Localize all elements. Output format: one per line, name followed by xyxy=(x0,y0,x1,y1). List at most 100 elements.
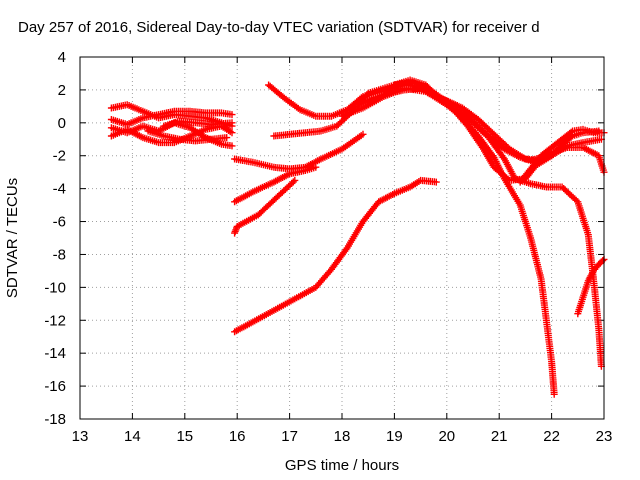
series-16 xyxy=(574,255,608,318)
data-point xyxy=(189,110,191,113)
x-tick-label: 18 xyxy=(334,428,351,445)
series-7 xyxy=(231,130,367,173)
data-point xyxy=(157,113,160,116)
data-point xyxy=(330,268,333,271)
data-point xyxy=(273,309,275,312)
data-point xyxy=(315,115,317,118)
series-9 xyxy=(231,176,299,237)
data-point xyxy=(597,327,600,330)
data-point xyxy=(561,186,563,188)
data-point xyxy=(163,125,165,127)
y-tick-label: -16 xyxy=(44,378,66,395)
data-point xyxy=(487,135,490,137)
data-point xyxy=(477,118,480,121)
data-point xyxy=(110,118,113,121)
data-point xyxy=(503,148,506,150)
data-point xyxy=(178,120,181,122)
x-axis-label: GPS time / hours xyxy=(285,457,399,474)
data-point xyxy=(273,135,275,137)
data-point xyxy=(582,128,584,131)
x-tick-label: 20 xyxy=(438,428,455,445)
x-tick-label: 21 xyxy=(491,428,508,445)
data-point xyxy=(233,232,236,234)
series-12 xyxy=(270,76,605,370)
data-point xyxy=(561,138,563,141)
data-point xyxy=(178,138,181,141)
y-tick-label: -10 xyxy=(44,279,66,296)
data-point xyxy=(409,186,411,188)
data-point xyxy=(540,278,542,280)
data-point xyxy=(404,87,406,90)
data-point xyxy=(582,146,584,149)
data-point xyxy=(600,138,603,141)
data-point xyxy=(233,201,236,203)
y-tick-label: -8 xyxy=(53,246,66,263)
data-point xyxy=(346,108,349,111)
data-point xyxy=(592,278,595,280)
data-point xyxy=(257,214,259,216)
data-point xyxy=(294,298,296,300)
data-point xyxy=(273,166,275,169)
data-point xyxy=(142,136,144,139)
data-point xyxy=(545,186,548,188)
series-8 xyxy=(231,163,320,206)
data-point xyxy=(294,179,296,182)
data-point xyxy=(173,110,176,113)
data-point xyxy=(335,125,338,127)
data-point xyxy=(592,131,595,134)
data-point xyxy=(288,133,291,136)
series-17 xyxy=(516,125,608,186)
data-point xyxy=(173,141,176,144)
y-tick-label: -12 xyxy=(44,312,66,329)
data-point xyxy=(231,113,233,116)
data-points xyxy=(107,76,608,398)
data-point xyxy=(142,125,144,127)
data-point xyxy=(587,233,590,236)
data-point xyxy=(189,115,191,118)
data-point xyxy=(393,84,396,86)
x-tick-label: 23 xyxy=(596,428,613,445)
data-point xyxy=(529,168,532,170)
data-point xyxy=(142,117,144,119)
data-point xyxy=(582,141,584,144)
data-point xyxy=(435,181,438,183)
y-axis-ticks: -18 -16 -14 -12 -10 -8 -6 -4 -2 0 2 4 xyxy=(44,49,604,428)
data-point xyxy=(425,90,427,93)
data-point xyxy=(157,141,160,144)
x-axis-ticks: 13 14 15 16 17 18 19 20 21 22 23 xyxy=(72,57,613,445)
data-point xyxy=(346,247,349,249)
series-markers xyxy=(231,130,367,173)
data-point xyxy=(550,360,553,363)
y-axis-label: SDTVAR / TECUs xyxy=(4,178,21,298)
data-point xyxy=(320,158,322,160)
data-point xyxy=(315,286,317,289)
data-point xyxy=(236,225,238,228)
data-point xyxy=(163,135,165,137)
data-point xyxy=(110,107,113,109)
y-tick-label: 4 xyxy=(58,49,66,66)
data-point xyxy=(582,296,584,299)
data-point xyxy=(577,201,579,203)
data-point xyxy=(597,263,600,266)
data-point xyxy=(561,143,563,146)
data-point xyxy=(252,321,254,323)
series-5 xyxy=(144,127,231,145)
data-point xyxy=(519,204,521,206)
data-point xyxy=(377,201,380,203)
data-point xyxy=(587,279,590,282)
data-point xyxy=(304,169,307,172)
x-tick-label: 15 xyxy=(176,428,193,445)
data-point xyxy=(508,179,511,182)
series-6 xyxy=(160,117,236,130)
data-point xyxy=(383,95,385,98)
data-point xyxy=(126,128,128,131)
data-point xyxy=(252,191,254,193)
data-point xyxy=(503,158,506,160)
data-point xyxy=(550,146,553,149)
data-point xyxy=(493,133,495,136)
data-point xyxy=(503,177,506,180)
data-point xyxy=(231,145,233,147)
data-point xyxy=(597,154,600,157)
series-markers xyxy=(231,176,440,336)
y-tick-label: -4 xyxy=(53,181,66,198)
